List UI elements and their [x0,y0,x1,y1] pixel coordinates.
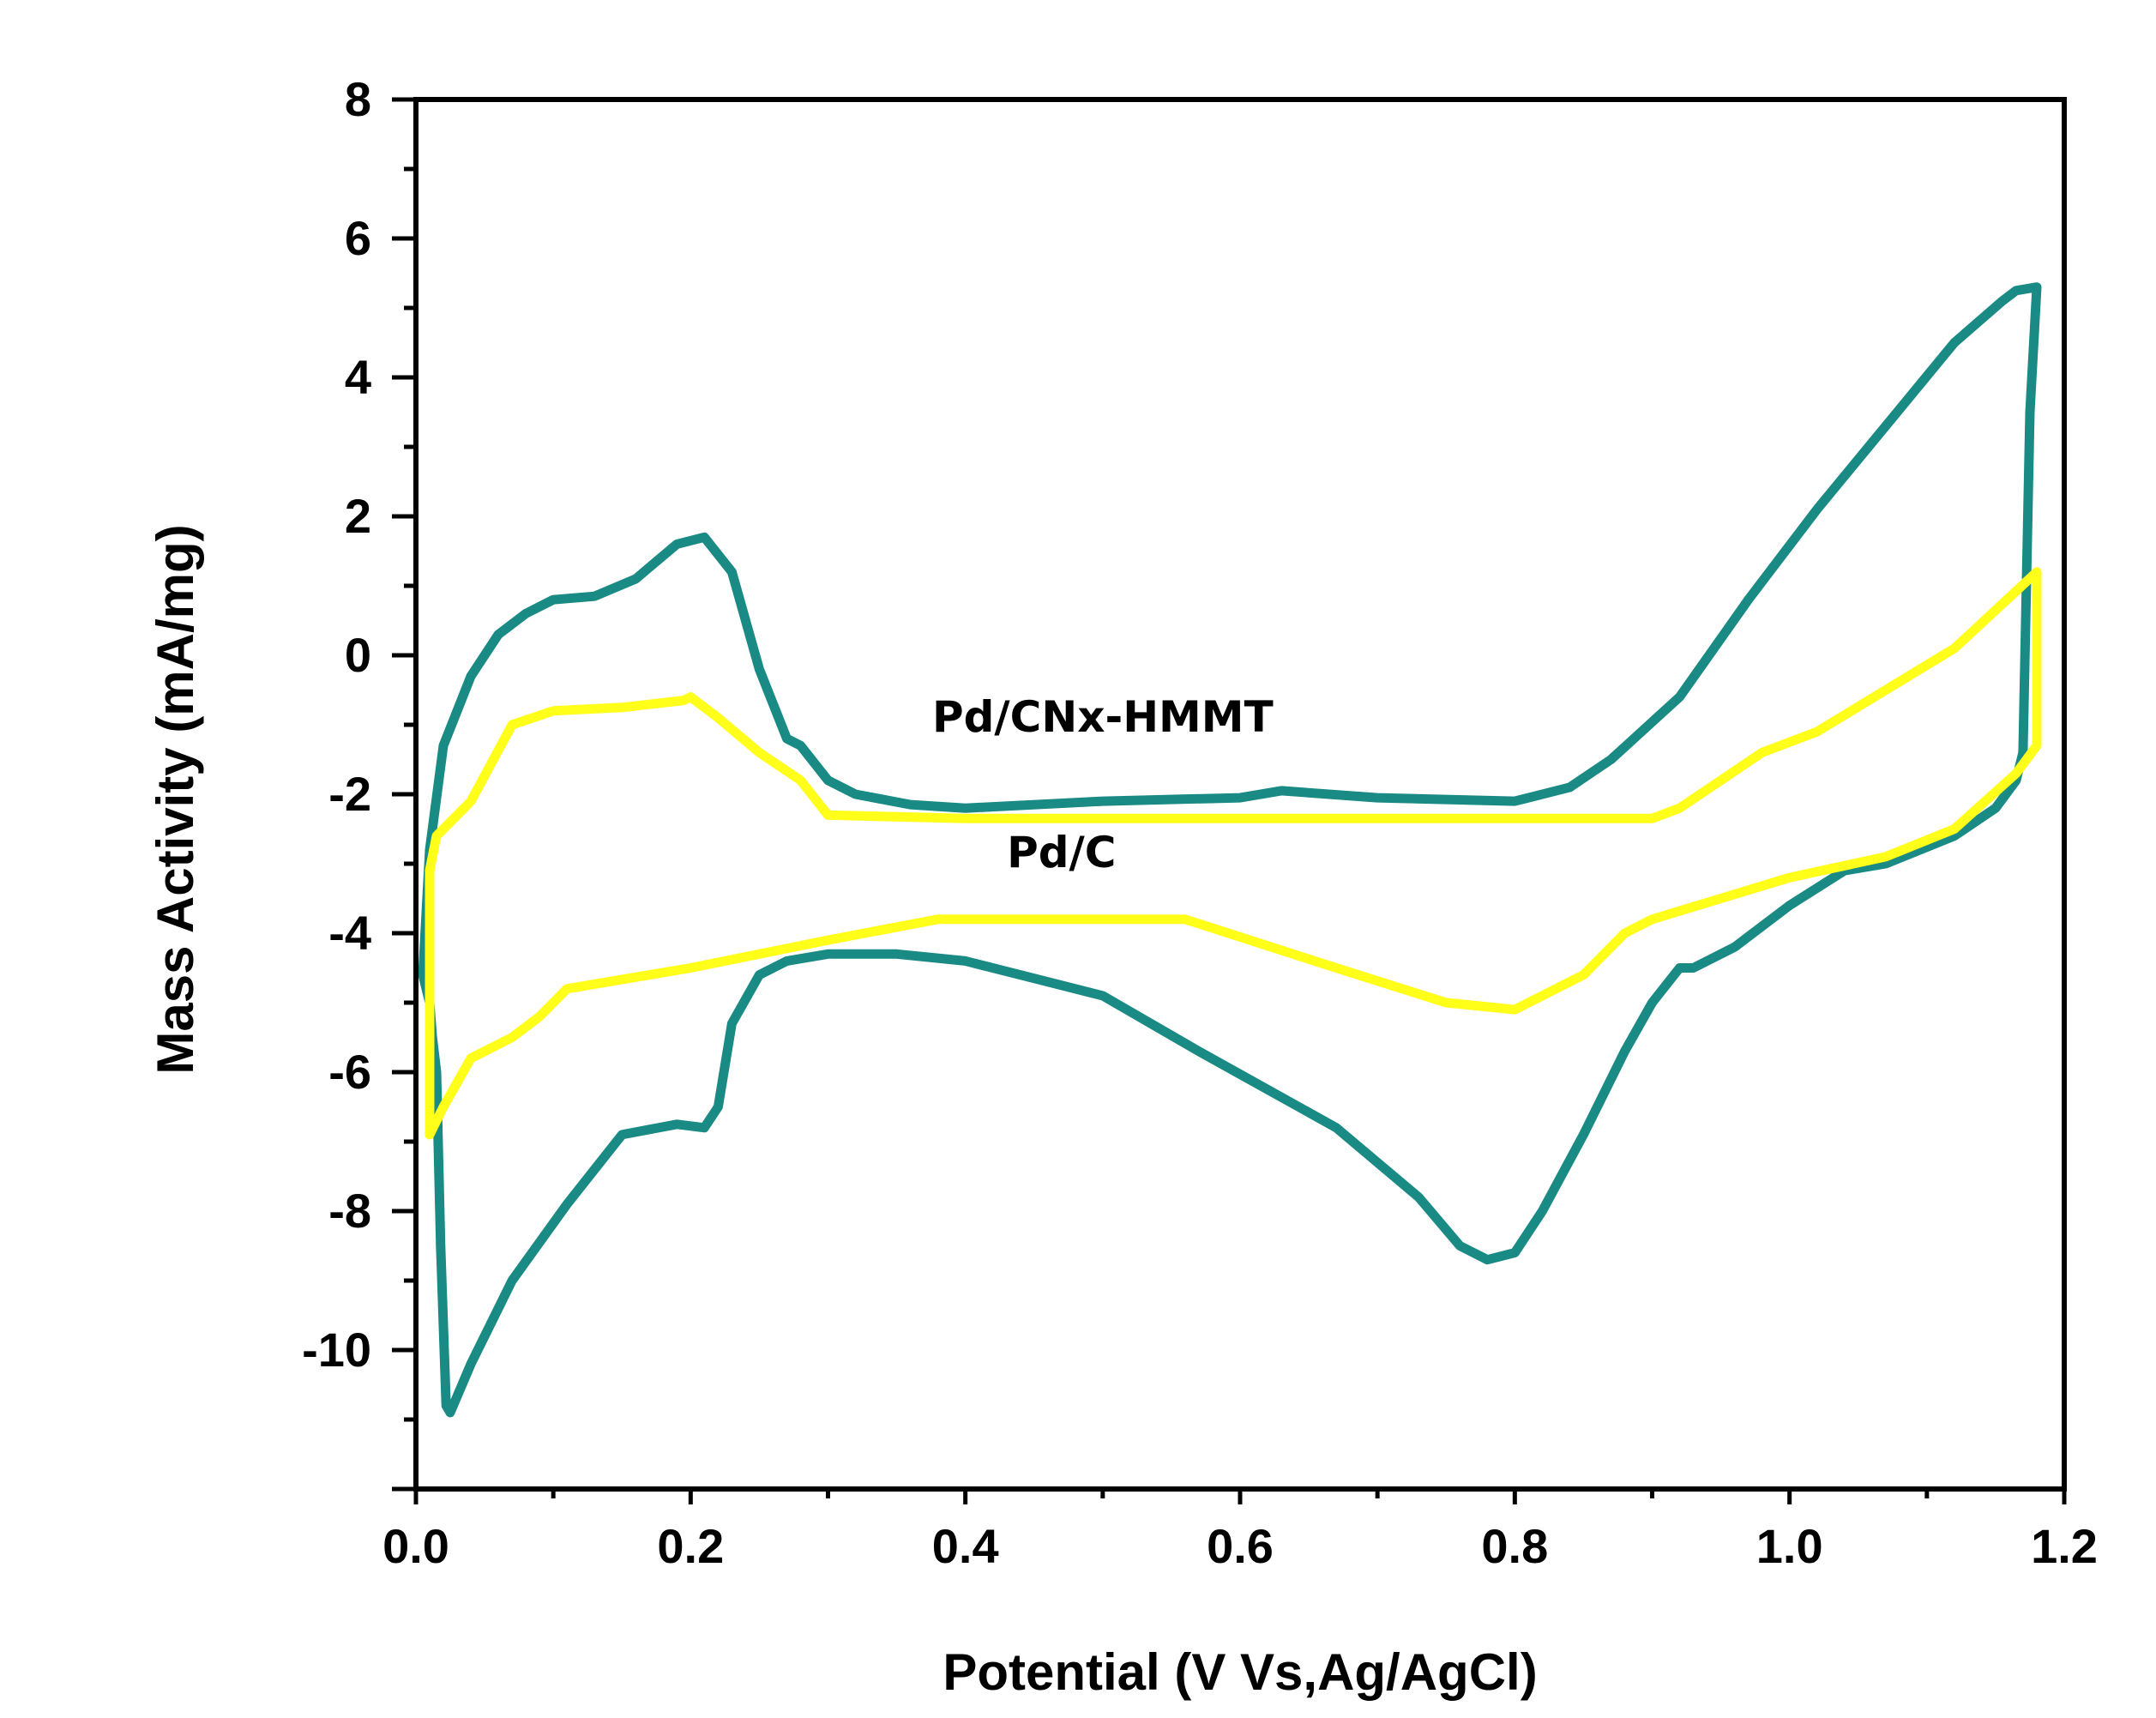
y-tick-label: -10 [302,1323,371,1377]
x-tick-label: 0.6 [1207,1519,1274,1573]
y-tick-label: -2 [328,767,371,821]
y-tick-label: 4 [345,350,371,404]
x-tick-label: 0.0 [382,1519,449,1573]
y-tick-label: 8 [345,72,371,126]
x-tick-label: 0.2 [657,1519,724,1573]
series-annotation: Pd/C [1007,828,1116,877]
y-axis: 8 6 4 2 0 -2 -4 -6 -8 -10 [302,72,416,1492]
x-axis: 0.0 0.2 0.4 0.6 0.8 1.0 1.2 [382,1489,2098,1573]
x-tick-label: 1.0 [1756,1519,1823,1573]
x-tick-label: 0.4 [932,1519,999,1573]
series-annotation: Pd/CNx-HMMT [932,692,1274,742]
x-tick-label: 0.8 [1481,1519,1548,1573]
series-line-pd-c [425,567,2042,1140]
y-axis-title: Mass Activity (mA/mg) [147,524,204,1074]
series-layer [418,282,2042,1418]
series-line-pd-cnx-hmmt [418,282,2042,1418]
y-tick-label: 2 [345,489,371,543]
y-tick-label: 6 [345,211,371,265]
y-tick-label: -6 [328,1045,371,1099]
plot-area [413,97,2067,1492]
y-tick-label: 0 [345,628,371,682]
annotation-layer: Pd/CNx-HMMT Pd/C [932,692,1274,877]
y-tick-label: -4 [328,906,371,960]
x-tick-label: 1.2 [2031,1519,2098,1573]
y-tick-label: -8 [328,1184,371,1238]
x-axis-title: Potential (V Vs,Ag/AgCl) [942,1643,1537,1701]
